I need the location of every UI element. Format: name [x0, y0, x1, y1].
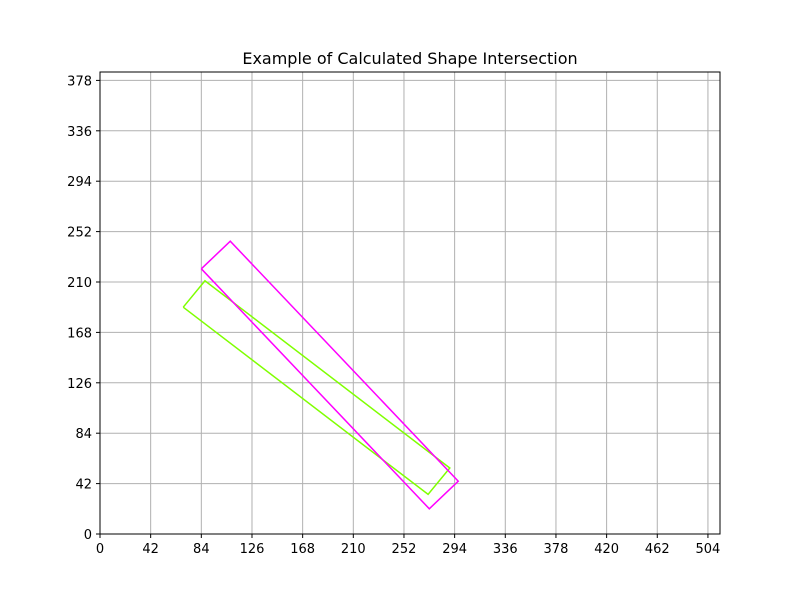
- y-tick-label: 378: [67, 74, 92, 89]
- plot-frame: [99, 71, 721, 535]
- x-tick-label: 420: [594, 542, 619, 557]
- x-tick-label: 378: [544, 542, 569, 557]
- grid: [99, 72, 720, 535]
- x-tick-label: 0: [96, 542, 104, 557]
- x-tick-label: 504: [696, 542, 721, 557]
- x-tick-label: 294: [442, 542, 467, 557]
- y-tick-label: 0: [84, 528, 92, 543]
- x-tick-label: 336: [493, 542, 518, 557]
- x-tick-label: 210: [341, 542, 366, 557]
- series-group: [182, 240, 460, 510]
- chart-title: Example of Calculated Shape Intersection: [242, 49, 577, 68]
- x-tick-label: 126: [240, 542, 265, 557]
- axis-ticks: 0 42 84 126 168 210 252 294 336 378 420 462 504 0 42 84…: [67, 74, 720, 557]
- y-tick-label: 210: [67, 276, 92, 291]
- y-tick-label: 336: [67, 125, 92, 140]
- x-tick-label: 168: [290, 542, 315, 557]
- y-tick-label: 84: [75, 427, 92, 442]
- series-2-outline: [200, 240, 460, 510]
- y-tick-label: 42: [75, 478, 92, 493]
- series-1-outline: [182, 279, 451, 496]
- y-tick-label: 168: [67, 326, 92, 341]
- x-tick-label: 462: [645, 542, 670, 557]
- y-tick-label: 126: [67, 377, 92, 392]
- x-tick-label: 252: [392, 542, 417, 557]
- x-tick-label: 84: [193, 542, 210, 557]
- x-tick-label: 42: [142, 542, 159, 557]
- y-tick-label: 252: [67, 226, 92, 241]
- y-tick-label: 294: [67, 175, 92, 190]
